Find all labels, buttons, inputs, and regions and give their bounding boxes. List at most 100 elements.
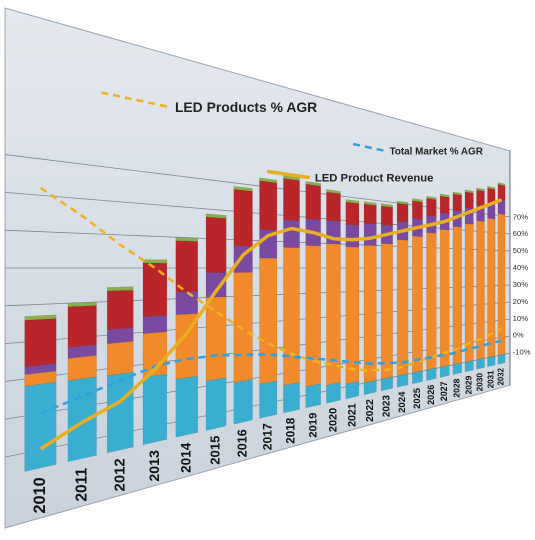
bar-segment [67,305,97,348]
bar-segment [345,199,360,204]
legend-marker [266,169,311,180]
bar-segment [305,183,321,221]
bar-segment [283,219,300,249]
grid-line [4,154,511,218]
x-tick-label: 2032 [497,367,506,385]
bar-segment [380,243,393,380]
x-tick-label: 2024 [397,391,408,413]
bar-segment [233,185,253,192]
bar-segment [345,380,360,400]
x-tick-label: 2016 [236,429,250,457]
bar-segment [363,201,377,206]
bar-segment [175,240,199,293]
bar-segment [67,355,97,381]
x-tick-label: 2023 [382,395,393,417]
bar-segment [439,229,450,368]
bar-segment [439,193,450,198]
line-series [39,198,503,451]
bar-segment [106,327,134,344]
y2-tick-label: 40% [513,263,529,272]
y2-tick-label: 60% [513,229,529,238]
bar-segment [142,373,168,446]
bar-segment [175,237,199,242]
x-tick-label: 2019 [307,413,319,438]
x-tick-label: 2017 [260,423,274,450]
y2-tick-label: 70% [513,212,529,221]
y2-tick-label: 0% [513,331,524,340]
x-tick-label: 2021 [346,403,358,427]
bar-segment [412,235,423,374]
bar-segment [497,184,506,201]
bar-segment [175,291,199,316]
x-tick-label: 2025 [411,388,422,409]
bar-segment [259,177,278,184]
bar-segment [426,195,437,200]
x-tick-label: 2031 [486,370,495,388]
bar-segment [259,257,278,385]
bar-segment [476,357,485,370]
y2-tick-label: 20% [513,297,529,306]
bar-segment [106,286,134,292]
x-tick-label: 2022 [365,399,376,422]
bar-segment [497,182,506,187]
bar-segment [205,377,227,431]
bar-segment [452,193,462,212]
x-tick-label: 2014 [178,442,193,473]
bar-segment [464,189,474,194]
bar-segment [283,178,300,222]
y2-tick-label: 50% [513,246,529,255]
bar-segment [142,315,168,334]
bar-segment [497,353,506,365]
bar-segment [24,314,57,321]
bar-segment [464,359,474,373]
bar-segment [326,382,341,404]
bar-segment [142,259,168,264]
y2-tick-label: -10% [513,348,531,357]
bar-segment [233,188,253,247]
bar-segment [380,203,393,208]
bar-segment [175,375,199,438]
bar-segment [487,185,496,190]
bar-segment [412,200,423,220]
bar-segment [412,198,423,203]
line-series [40,339,502,415]
x-tick-label: 2013 [147,450,163,482]
bar-segment [426,198,437,217]
bar-segment [487,355,496,368]
x-tick-label: 2020 [327,408,339,432]
x-tick-label: 2028 [452,378,462,397]
legend-label: Total Market % AGR [390,147,483,158]
bar-segment [439,195,450,215]
bar-segment [363,244,377,384]
bar-segment [363,223,377,246]
bar-segment [305,181,321,187]
x-tick-label: 2015 [208,436,223,465]
bar-segment [142,262,168,318]
x-tick-label: 2029 [463,375,473,394]
grid-line [4,229,510,252]
bar-segment [380,205,393,226]
bar-segment [326,191,341,222]
bar-segment [497,213,506,356]
legend-marker [352,142,387,153]
legend-label: LED Product Revenue [315,172,434,184]
y2-tick-label: 10% [513,314,529,323]
bar-segment [452,226,462,365]
bar-segment [426,232,437,371]
bar-segment [464,191,474,210]
bar-segment [106,289,134,330]
bar-segment [67,376,97,463]
bar-segment [326,189,341,195]
bar-segment [259,380,278,419]
bar-segment [24,318,57,368]
bar-segment [283,382,300,414]
line-series [40,186,503,372]
bar-segment [363,203,377,225]
bar-segment [476,187,485,192]
bar-segment [464,223,474,363]
bar-segment [305,245,321,387]
x-tick-label: 2012 [112,458,128,491]
bar-segment [396,239,409,377]
